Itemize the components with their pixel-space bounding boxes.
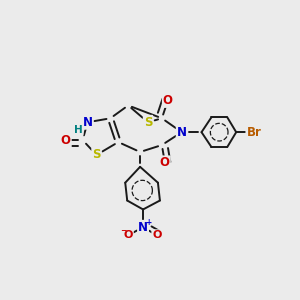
- Text: Br: Br: [247, 126, 262, 139]
- Text: N: N: [177, 126, 187, 139]
- Text: +: +: [145, 218, 151, 227]
- Text: N: N: [138, 221, 148, 234]
- Text: O: O: [163, 94, 173, 107]
- Text: −: −: [120, 226, 126, 235]
- Text: O: O: [152, 230, 162, 240]
- Text: H: H: [74, 125, 83, 135]
- Text: N: N: [82, 116, 93, 129]
- Text: S: S: [144, 116, 152, 129]
- Text: S: S: [92, 148, 101, 161]
- Text: O: O: [124, 230, 133, 240]
- Text: O: O: [61, 134, 71, 147]
- Text: O: O: [160, 156, 170, 170]
